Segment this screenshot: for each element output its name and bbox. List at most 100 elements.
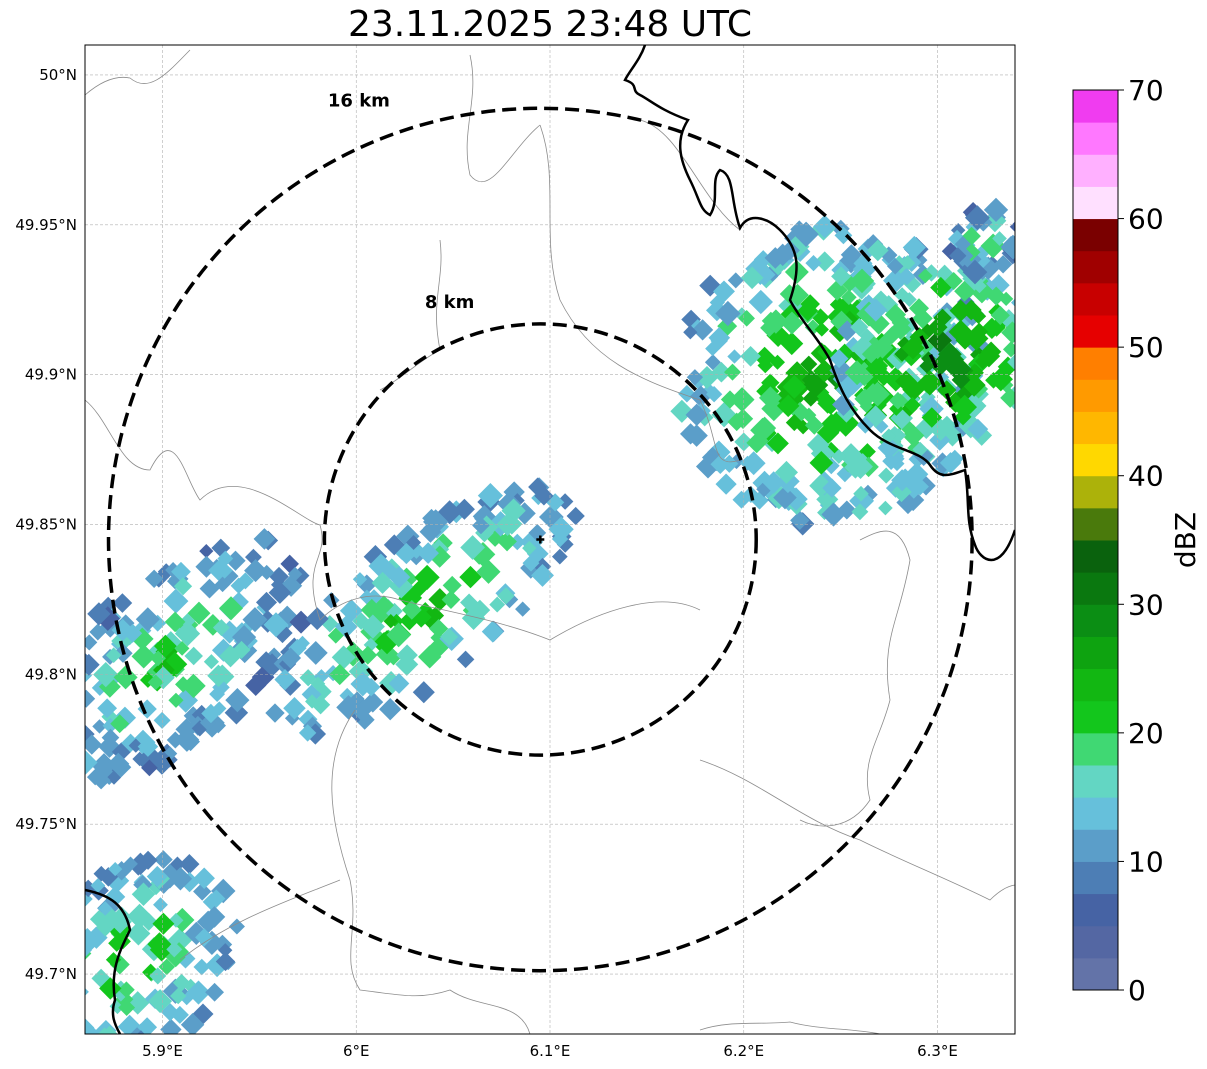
echo-cell (184, 646, 203, 666)
lat-tick-label: 50°N (39, 66, 77, 84)
echo-cell (740, 266, 764, 290)
country-border (623, 45, 1015, 562)
colorbar-segment (1073, 925, 1118, 959)
echo-cell (40, 711, 61, 732)
echo-cell (45, 912, 65, 932)
echo-cell (686, 369, 704, 386)
colorbar-segment (1073, 186, 1118, 220)
echo-cell (422, 508, 441, 528)
echo-cell (173, 577, 193, 596)
echo-cell (763, 309, 789, 334)
echo-cell (908, 298, 930, 319)
echo-cell (1021, 300, 1038, 317)
echo-cell (800, 355, 818, 373)
echo-cell (69, 1023, 85, 1039)
echo-cell (497, 531, 517, 552)
echo-cell (63, 997, 78, 1012)
echo-cell (805, 255, 822, 272)
colorbar-segment (1073, 507, 1118, 541)
echo-cell (85, 981, 89, 1002)
echo-cell (809, 451, 834, 475)
echo-cell (985, 371, 1002, 389)
map-title: 23.11.2025 23:48 UTC (347, 4, 753, 45)
echo-cell (179, 613, 196, 629)
admin-boundary (699, 1021, 881, 1034)
echo-cell (61, 913, 76, 928)
echo-cell (750, 417, 776, 443)
admin-boundary (85, 49, 191, 96)
echo-cell (528, 524, 547, 542)
echo-cell (236, 572, 254, 590)
colorbar-segment (1073, 475, 1118, 509)
echo-cell (23, 936, 48, 961)
echo-cell (75, 1044, 94, 1063)
echo-cell (831, 449, 847, 464)
echo-cell (85, 689, 96, 708)
echo-cell (817, 392, 839, 414)
echo-cell (850, 318, 869, 337)
echo-cell (64, 994, 83, 1013)
range-ring-16km (106, 106, 974, 973)
echo-cell (186, 980, 211, 1005)
colorbar-tick-label: 30 (1128, 588, 1164, 621)
colorbar-segment (1073, 797, 1118, 830)
echo-cell (193, 882, 212, 901)
echo-cell (51, 721, 74, 744)
echo-cell (45, 719, 61, 735)
echo-cell (835, 378, 858, 401)
colorbar-segment (1073, 218, 1118, 252)
echo-cell (90, 878, 106, 893)
echo-cell (128, 738, 143, 753)
echo-cell (85, 1032, 106, 1034)
echo-cell (49, 709, 66, 726)
echo-cell (269, 566, 289, 587)
echo-cell (47, 697, 62, 712)
lat-tick-label: 49.75°N (15, 815, 77, 833)
echo-cell (268, 581, 292, 604)
echo-cell (822, 478, 842, 498)
echo-cell (1000, 387, 1015, 408)
echo-cell (889, 391, 907, 410)
echo-cell (497, 587, 515, 605)
echo-cell (61, 690, 82, 711)
echo-cell (871, 336, 894, 359)
echo-cell (54, 1002, 75, 1023)
lon-tick-label: 6.1°E (530, 1042, 571, 1060)
echo-cell (440, 627, 459, 646)
echo-cell (761, 373, 780, 392)
echo-cell (108, 862, 123, 877)
echo-cell (68, 943, 84, 959)
echo-cell (395, 542, 417, 565)
admin-boundary (466, 54, 541, 183)
echo-cell (1002, 341, 1015, 358)
echo-cell (766, 432, 789, 455)
lat-tick-label: 49.7°N (25, 965, 77, 983)
echo-cell (154, 634, 177, 658)
echo-cell (901, 336, 925, 360)
echo-cell (832, 393, 855, 417)
echo-cell (720, 454, 739, 473)
echo-cell (85, 653, 100, 676)
echo-cell (147, 932, 172, 957)
echo-cell (1014, 368, 1015, 388)
colorbar-segment (1073, 604, 1118, 637)
admin-boundary (639, 119, 741, 231)
echo-cell (144, 569, 164, 588)
echo-cell (813, 359, 836, 383)
echo-cell (704, 354, 721, 371)
echo-cell (43, 931, 58, 946)
echo-cell (974, 353, 991, 370)
echo-cell (265, 703, 285, 723)
echo-cell (244, 559, 268, 583)
echo-cell (1009, 218, 1015, 236)
echo-cell (92, 719, 107, 734)
echo-cell (992, 231, 1007, 246)
echo-cell (1022, 304, 1046, 328)
echo-cell (30, 723, 55, 748)
echo-cell (1018, 303, 1041, 326)
echo-cell (939, 452, 962, 474)
echo-cell (727, 349, 742, 364)
echo-cell (65, 923, 84, 942)
echo-cell (118, 999, 136, 1017)
